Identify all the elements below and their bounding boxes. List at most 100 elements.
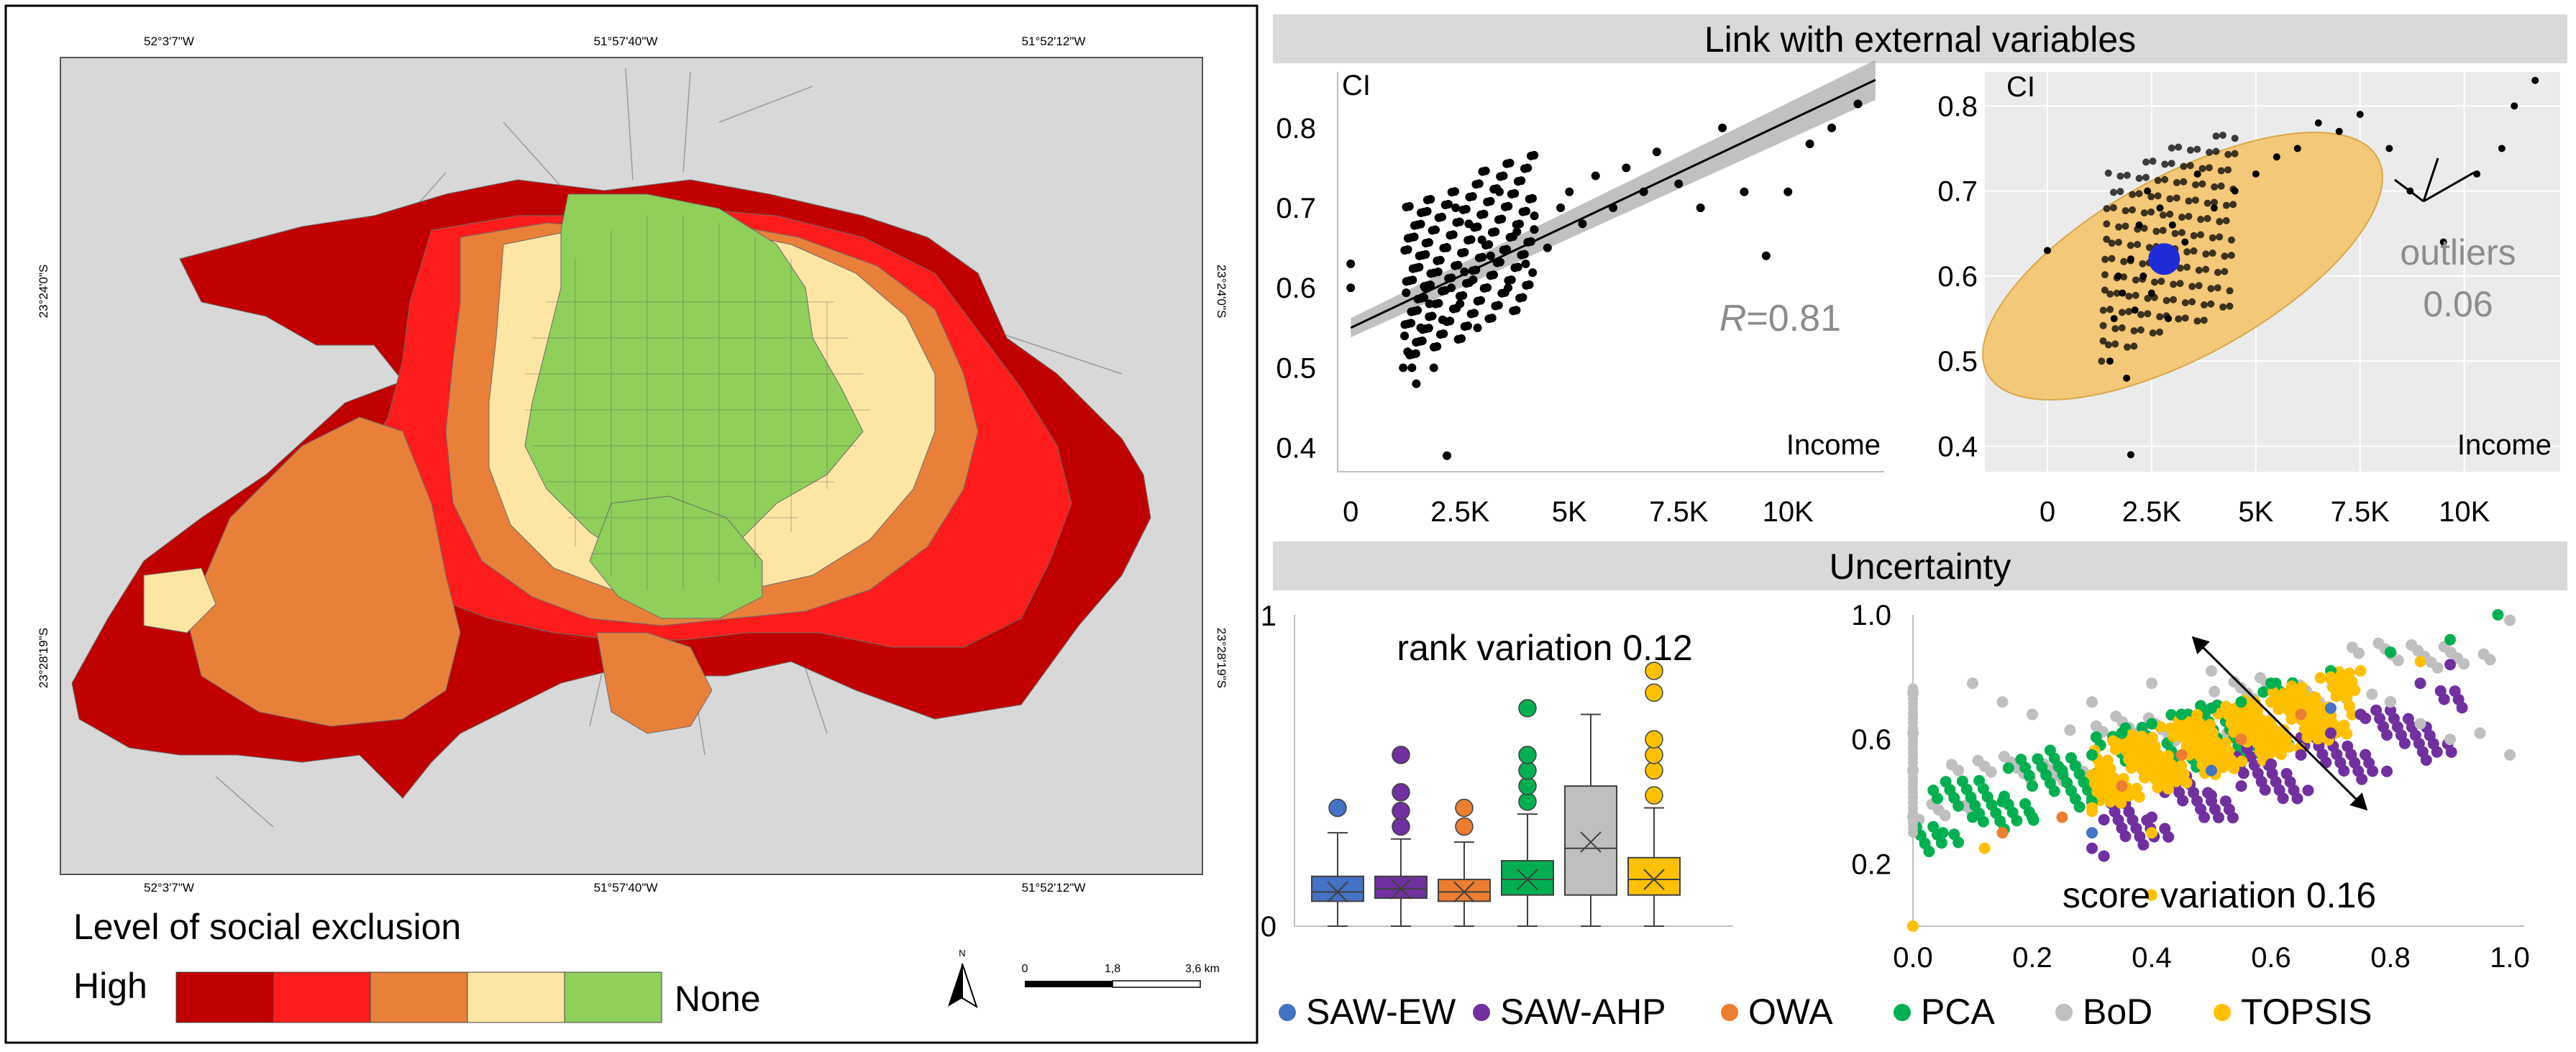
chart1-point — [1466, 235, 1476, 244]
chart3-ytick-top: 1 — [1261, 600, 1276, 632]
chart2-point — [2166, 210, 2174, 218]
chart2-point — [2137, 326, 2145, 334]
score-point-saw-ahp — [2098, 850, 2110, 862]
external-title: Link with external variables — [1704, 19, 2136, 60]
chart2-point — [2156, 313, 2164, 321]
chart2-point — [2181, 314, 2189, 322]
score-point-topsis — [2341, 728, 2353, 740]
score-point-saw-ahp — [2381, 765, 2393, 777]
box-body — [1311, 875, 1364, 902]
chart1-point — [1513, 262, 1522, 272]
score-point-bod — [2484, 654, 2496, 666]
chart1-point — [1400, 331, 1410, 341]
chart2-point — [2221, 252, 2229, 260]
score-point-saw-ahp — [2177, 795, 2189, 807]
chart2-point — [2170, 296, 2178, 303]
score-point-pca — [2056, 764, 2068, 777]
chart2-point — [2227, 252, 2235, 260]
score-point-saw-ahp — [2137, 838, 2150, 851]
chart1-point — [1438, 212, 1447, 221]
legend-dot — [1279, 1004, 1296, 1021]
legend-item-saw-ahp: SAW-AHP — [1473, 992, 1666, 1032]
chart1-point — [1486, 251, 1495, 260]
legend-item-pca: PCA — [1894, 992, 1995, 1032]
chart2-point — [2129, 191, 2137, 198]
chart2-point — [2211, 198, 2219, 206]
chart2-point — [2385, 145, 2393, 152]
score-point-pca — [2385, 646, 2396, 658]
chart2-point — [2115, 223, 2123, 231]
score-point-pca — [2086, 749, 2098, 761]
chart2-point — [2123, 343, 2131, 351]
legend-item-bod: BoD — [2055, 992, 2152, 1032]
chart1-point — [1530, 225, 1539, 234]
chart2-point — [2176, 264, 2184, 272]
legend-item-topsis: TOPSIS — [2214, 992, 2372, 1032]
chart1-point — [1407, 363, 1417, 372]
chart1-point — [1465, 278, 1474, 288]
scale-bar-black — [1025, 981, 1113, 987]
chart2-point — [2104, 169, 2112, 177]
chart2-point — [2229, 201, 2237, 209]
chart1-point — [1445, 316, 1455, 326]
chart1-point — [1502, 244, 1511, 254]
box-outlier — [1328, 798, 1347, 818]
chart1-point — [1455, 217, 1464, 227]
score-point-topsis — [1907, 920, 1919, 932]
chart2-point — [2193, 317, 2201, 325]
score-point-saw-ahp — [2291, 792, 2303, 805]
coord-left-1: 23°24'0"S — [37, 265, 50, 319]
score-point-saw-ahp — [2438, 693, 2450, 705]
chart2-point — [2188, 283, 2196, 291]
coord-bottom-3: 51°52'12"W — [1022, 881, 1086, 895]
score-point-bod — [2392, 654, 2404, 667]
legend-none-label: None — [675, 979, 761, 1019]
chart1-point — [1408, 275, 1417, 285]
chart2-point — [2219, 303, 2227, 311]
score-point-owa — [2235, 733, 2247, 746]
chart1-point — [1527, 193, 1537, 203]
score-point-pca — [2146, 718, 2157, 730]
chart2-point — [2202, 250, 2210, 258]
coord-top-2: 51°57'40"W — [594, 35, 658, 48]
score-point-saw-ahp — [2420, 754, 2432, 767]
chart1-point — [1494, 301, 1503, 310]
score-point-saw-ahp — [2086, 842, 2098, 854]
score-point-owa — [2116, 780, 2128, 792]
chart1-point — [1476, 296, 1485, 305]
legend-high-label: High — [73, 966, 147, 1006]
chart2-point — [2140, 224, 2148, 232]
score-point-saw-ahp — [2277, 792, 2289, 805]
chart1-xtick: 7.5K — [1649, 496, 1709, 528]
chart2-point — [2109, 203, 2117, 211]
chart2-point — [2127, 257, 2134, 265]
score-point-saw-ahp — [2381, 729, 2393, 741]
chart4-ytick: 0.6 — [1851, 724, 1891, 756]
chart1-point — [1696, 203, 1705, 213]
score-point-topsis — [2235, 708, 2247, 721]
chart2-point — [2439, 238, 2447, 246]
chart1-point — [1429, 268, 1438, 278]
score-point-pca — [2023, 769, 2035, 782]
chart1-point — [1424, 324, 1433, 333]
chart1-point — [1521, 206, 1530, 216]
chart2-point — [2193, 170, 2201, 178]
chart1-point — [1461, 204, 1471, 214]
box-outlier — [1518, 746, 1537, 764]
legend-title: Level of social exclusion — [73, 907, 461, 947]
score-variation-scatter: 0.2 0.6 1.0 0.0 0.2 0.4 0.6 0.8 1.0 score variat… — [1851, 600, 2529, 974]
chart2-xtick: 10K — [2439, 496, 2490, 528]
score-point-saw-ahp — [2119, 831, 2132, 843]
score-point-bod — [2206, 664, 2217, 677]
chart2-point — [2356, 111, 2364, 119]
chart1-point — [1416, 219, 1425, 229]
score-point-pca — [1952, 800, 1965, 812]
chart2-xtick: 2.5K — [2122, 496, 2182, 528]
chart1-point — [1425, 238, 1434, 247]
chart2-point — [2103, 220, 2111, 228]
chart2-point — [2139, 275, 2147, 283]
chart4-xtick: 0.8 — [2370, 942, 2411, 974]
chart2-point — [2168, 144, 2175, 152]
chart2-point — [2200, 301, 2208, 308]
chart2-point — [2121, 207, 2129, 215]
